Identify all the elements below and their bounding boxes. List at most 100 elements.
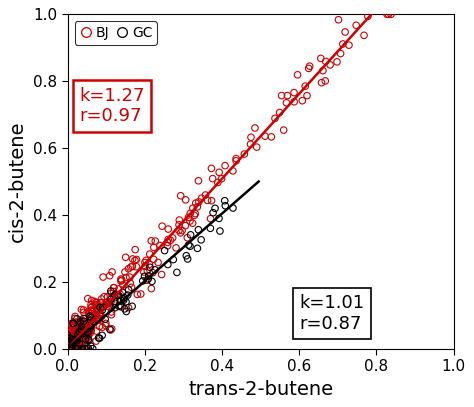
Point [215, 215, 223, 222]
Point [301, 83, 309, 90]
Point [268, 133, 275, 140]
Point [117, 302, 124, 309]
Point [86, 321, 93, 327]
Point [95, 335, 102, 341]
Point [240, 151, 248, 158]
Point [306, 63, 313, 70]
Point [110, 284, 118, 291]
Point [82, 333, 90, 339]
Point [73, 315, 81, 322]
Point [64, 346, 72, 352]
Point [95, 317, 103, 323]
Point [87, 308, 95, 314]
Point [104, 300, 112, 307]
Point [68, 336, 75, 343]
Point [178, 228, 186, 234]
Point [158, 223, 166, 230]
Point [69, 340, 77, 346]
Point [65, 330, 73, 337]
Point [116, 298, 123, 305]
Point [106, 272, 113, 279]
Point [191, 212, 198, 219]
Point [92, 315, 100, 322]
Point [177, 193, 184, 199]
Point [103, 299, 110, 306]
Point [246, 141, 254, 147]
Point [151, 267, 159, 273]
Point [117, 276, 125, 282]
Point [67, 346, 75, 352]
Point [77, 343, 85, 349]
Point [72, 346, 80, 352]
Point [66, 346, 74, 352]
Point [215, 169, 223, 175]
Point [68, 346, 75, 352]
Point [67, 335, 74, 341]
Point [214, 179, 222, 186]
Point [65, 335, 73, 341]
Point [110, 298, 118, 304]
Point [133, 256, 140, 263]
Point [383, 11, 391, 18]
Point [92, 328, 100, 334]
Legend: BJ, GC: BJ, GC [74, 21, 157, 45]
Point [142, 257, 150, 264]
Point [84, 309, 92, 315]
Point [137, 291, 145, 297]
Point [66, 339, 73, 346]
Point [80, 318, 88, 324]
Point [103, 303, 111, 309]
Point [251, 125, 259, 131]
Point [64, 346, 72, 352]
Point [81, 346, 88, 352]
Point [92, 299, 100, 306]
Point [326, 61, 334, 68]
Point [66, 346, 73, 352]
Point [65, 338, 73, 345]
Point [74, 322, 82, 328]
Point [113, 291, 120, 298]
Point [78, 317, 85, 324]
Point [115, 286, 123, 292]
Point [82, 330, 90, 337]
Point [73, 339, 80, 346]
Point [66, 346, 73, 352]
X-axis label: trans-2-butene: trans-2-butene [188, 380, 333, 399]
Point [125, 304, 132, 311]
Point [86, 313, 93, 319]
Point [64, 346, 72, 352]
Point [65, 337, 73, 343]
Point [67, 346, 75, 352]
Point [86, 328, 93, 334]
Point [96, 323, 103, 330]
Point [122, 298, 130, 305]
Point [139, 278, 146, 284]
Point [119, 289, 127, 295]
Point [191, 210, 199, 217]
Point [70, 339, 78, 346]
Point [164, 239, 171, 246]
Point [107, 327, 114, 333]
Point [109, 288, 117, 295]
Point [283, 100, 290, 106]
Point [141, 273, 148, 280]
Point [72, 346, 79, 352]
Point [64, 346, 72, 352]
Point [120, 297, 128, 304]
Point [98, 313, 105, 319]
Point [129, 256, 137, 262]
Point [64, 346, 72, 352]
Point [122, 308, 130, 315]
Point [80, 335, 87, 342]
Point [387, 11, 395, 18]
Point [164, 236, 172, 243]
Point [82, 346, 89, 352]
Point [65, 345, 73, 352]
Point [209, 175, 217, 182]
Point [283, 92, 291, 99]
Point [321, 78, 329, 84]
Point [133, 263, 140, 270]
Point [108, 269, 116, 275]
Point [66, 346, 73, 352]
Point [385, 11, 392, 18]
